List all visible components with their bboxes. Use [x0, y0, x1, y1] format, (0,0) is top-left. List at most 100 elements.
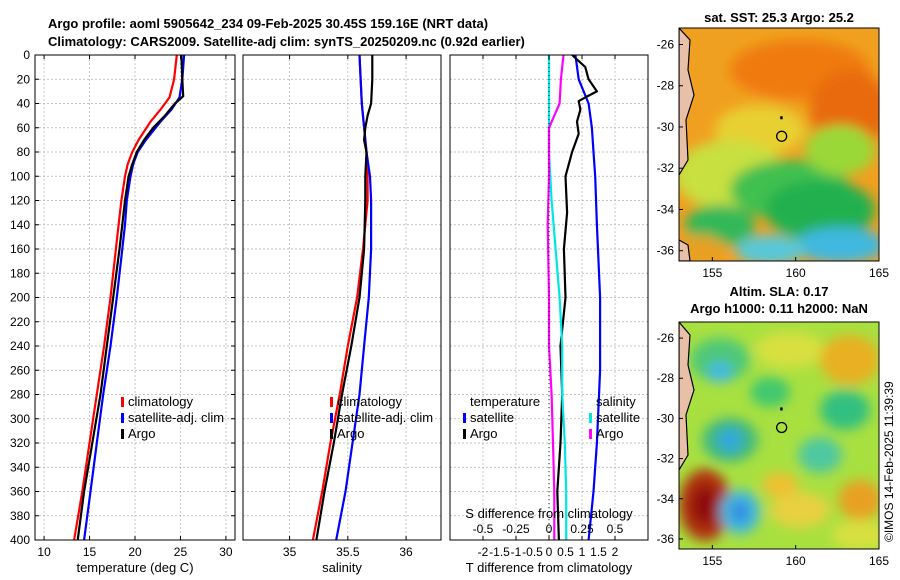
legend-entry: satellite-adj. clim	[337, 410, 433, 425]
map-y-tick-label: -30	[657, 411, 675, 425]
x-tick-label: -2	[478, 545, 489, 559]
x-tick-label: 25	[174, 545, 188, 559]
argo-position-marker	[776, 421, 788, 434]
x-tick-label: -1.5	[489, 545, 510, 559]
map-y-tick-label: -34	[657, 202, 675, 216]
x-tick-label: 10	[37, 545, 51, 559]
series-climatology	[73, 54, 178, 541]
series-salinity-argo	[546, 54, 565, 540]
map-x-tick-label: 160	[786, 266, 806, 280]
y-tick-label: 40	[17, 97, 31, 111]
map-y-tick-label: -34	[657, 492, 675, 506]
x-tick-label: 35	[283, 545, 297, 559]
y-tick-label: 120	[10, 194, 30, 208]
legend-entry: Argo	[470, 426, 497, 441]
y-tick-label: 340	[10, 460, 30, 474]
y-tick-label: 300	[10, 412, 30, 426]
map-y-tick-label: -26	[657, 37, 675, 51]
map-y-tick-label: -36	[657, 532, 675, 546]
grid	[35, 54, 235, 541]
difference-panel: -2 -1 0 1 2T difference from climatology-1.5…	[449, 54, 649, 575]
x-axis-label: T difference from climatology	[466, 560, 633, 575]
legend-title-salinity: salinity	[596, 394, 636, 409]
map-y-tick-label: -30	[657, 120, 675, 134]
y-tick-label: 20	[17, 72, 31, 86]
y-tick-label: 140	[10, 218, 30, 232]
x-tick-label: 1	[579, 545, 586, 559]
legend-entry: satellite	[596, 410, 640, 425]
legend-entry: climatology	[337, 394, 403, 409]
x-tick-label: 36	[399, 545, 413, 559]
y-tick-label: 180	[10, 266, 30, 280]
y-tick-label: 0	[23, 48, 30, 62]
sla-field	[679, 322, 879, 549]
x-top-tick-label: -0.5	[473, 522, 494, 536]
x-top-tick-label: -0.25	[502, 522, 530, 536]
x-top-tick-label: 0.25	[570, 522, 594, 536]
legend-entry: satellite	[470, 410, 514, 425]
x-tick-label: 20	[128, 545, 142, 559]
y-tick-label: 280	[10, 388, 30, 402]
copyright-stamp: ©IMOS 14-Feb-2025 11:39:39	[882, 381, 896, 542]
sst-map-title: sat. SST: 25.3 Argo: 25.2	[704, 10, 854, 25]
y-tick-label: 160	[10, 242, 30, 256]
map-y-tick-label: -26	[657, 331, 675, 345]
x-axis-label-top: S difference from climatology	[465, 506, 633, 521]
title-line1: Argo profile: aoml 5905642_234 09-Feb-20…	[48, 16, 488, 31]
y-tick-label: 220	[10, 315, 30, 329]
map-y-tick-label: -36	[657, 244, 675, 258]
map-x-tick-label: 155	[702, 554, 722, 568]
map-x-tick-label: 165	[869, 266, 889, 280]
x-tick-label: 0	[546, 545, 553, 559]
title-line2: Climatology: CARS2009. Satellite-adj cli…	[48, 34, 525, 49]
legend-entry: Argo	[337, 426, 364, 441]
x-axis-label: temperature (deg C)	[76, 560, 193, 575]
y-tick-label: 100	[10, 169, 30, 183]
x-tick-label: 0.5	[557, 545, 574, 559]
x-tick-label: 1.5	[590, 545, 607, 559]
x-tick-label: -1	[511, 545, 522, 559]
salinity-panel: 35 35.5 36 salinity climatologysatellite-adj…	[242, 54, 442, 575]
y-tick-label: 200	[10, 291, 30, 305]
sla-map-title-line2: Argo h1000: 0.11 h2000: NaN	[690, 301, 868, 316]
x-tick-label: 15	[83, 545, 97, 559]
series-argo	[76, 54, 185, 541]
legend-entry: Argo	[128, 426, 155, 441]
y-tick-label: 60	[17, 121, 31, 135]
map-y-tick-label: -32	[657, 161, 675, 175]
x-tick-label: 2	[612, 545, 619, 559]
map-x-tick-label: 165	[869, 554, 889, 568]
y-tick-label: 240	[10, 339, 30, 353]
y-tick-label: 320	[10, 436, 30, 450]
series-argo	[315, 55, 374, 541]
island-dot	[780, 407, 783, 411]
map-y-tick-label: -28	[657, 79, 675, 93]
map-y-tick-label: -32	[657, 452, 675, 466]
island-dot	[780, 116, 783, 120]
map-x-tick-label: 155	[702, 266, 722, 280]
map-x-tick-label: 160	[786, 554, 806, 568]
sst-map: sat. SST: 25.3 Argo: 25.2 155 160 165 -26 -2…	[657, 10, 890, 280]
temperature-panel: 10 15 20 25 30 temperature (deg C) 0 20 40 60 80 10…	[10, 48, 236, 575]
y-tick-label: 360	[10, 485, 30, 499]
sla-map: Altim. SLA: 0.17 Argo h1000: 0.11 h2000:…	[657, 284, 890, 568]
x-tick-label: 30	[219, 545, 233, 559]
y-tick-label: 80	[17, 145, 31, 159]
map-y-tick-label: -28	[657, 371, 675, 385]
x-tick-label: 35.5	[336, 545, 360, 559]
x-tick-label: -0.5	[522, 545, 543, 559]
x-top-tick-label: 0	[546, 522, 553, 536]
y-tick-label: 400	[10, 533, 30, 547]
series-temperature-satellite	[574, 54, 602, 541]
legend-entry: climatology	[128, 394, 194, 409]
sst-field	[679, 28, 879, 261]
argo-position-marker	[776, 130, 788, 142]
legend-title-temperature: temperature	[470, 394, 540, 409]
sla-map-title-line1: Altim. SLA: 0.17	[730, 284, 829, 299]
x-axis-label: salinity	[322, 560, 362, 575]
y-tick-label: 380	[10, 509, 30, 523]
legend-entry: satellite-adj. clim	[128, 410, 224, 425]
y-tick-label: 260	[10, 363, 30, 377]
x-top-tick-label: 0.5	[607, 522, 624, 536]
